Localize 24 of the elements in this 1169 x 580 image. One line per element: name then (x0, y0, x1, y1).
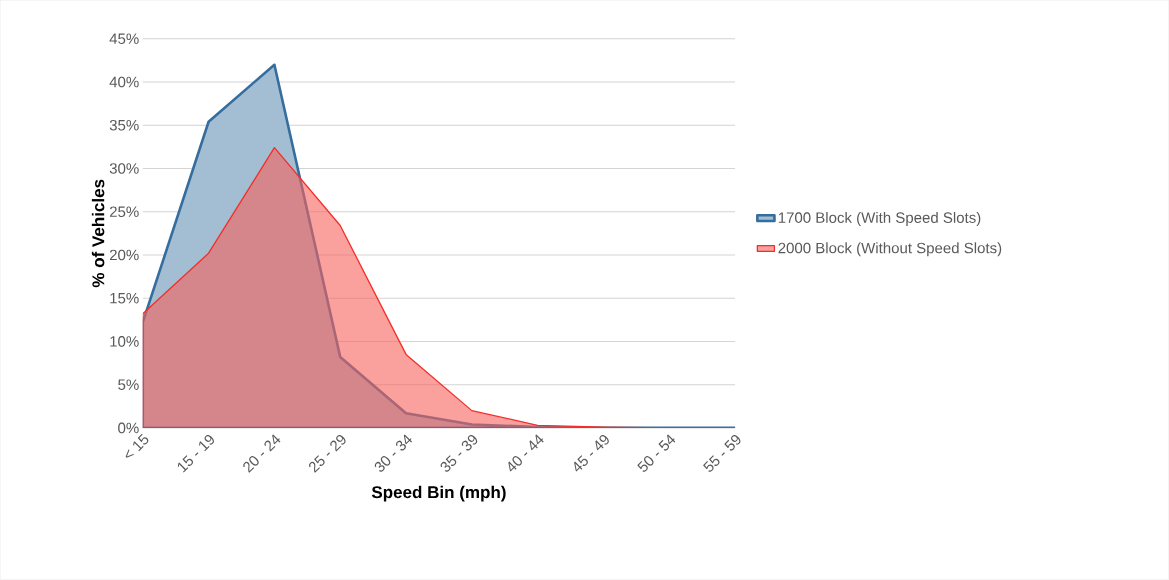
y-tick-label: 10% (110, 336, 139, 347)
x-tick-label: 25 - 29 (309, 435, 346, 473)
x-tick-label: 55 - 59 (703, 435, 741, 472)
y-tick-label: 30% (109, 163, 139, 174)
x-tick-label: < 15 (125, 433, 149, 458)
y-tick-label: 45% (109, 33, 139, 45)
x-tick-label: 30 - 34 (374, 434, 413, 472)
y-tick-label: 20% (109, 249, 139, 261)
y-tick-label: 0% (118, 422, 139, 434)
legend-label: 2000 Block (Without Speed Slots) (778, 242, 1002, 257)
x-tick-label: 15 - 19 (177, 435, 214, 473)
y-tick-label: 5% (118, 379, 139, 391)
legend-label: 1700 Block (With Speed Slots) (778, 212, 981, 227)
x-tick-label: 50 - 54 (637, 434, 676, 472)
y-tick-label: 15% (110, 293, 139, 304)
y-tick-label: 40% (109, 76, 139, 88)
x-tick-label: 45 - 49 (574, 435, 609, 472)
x-tick-label: 40 - 44 (508, 434, 544, 472)
y-tick-label: 35% (109, 120, 139, 131)
x-axis-title: Speed Bin (mph) (371, 485, 506, 502)
x-tick-label: 20 - 24 (243, 434, 281, 473)
y-axis-title: % of Vehicles (91, 179, 105, 288)
x-tick-label: 35 - 39 (440, 435, 478, 472)
y-tick-label: 25% (109, 206, 139, 218)
